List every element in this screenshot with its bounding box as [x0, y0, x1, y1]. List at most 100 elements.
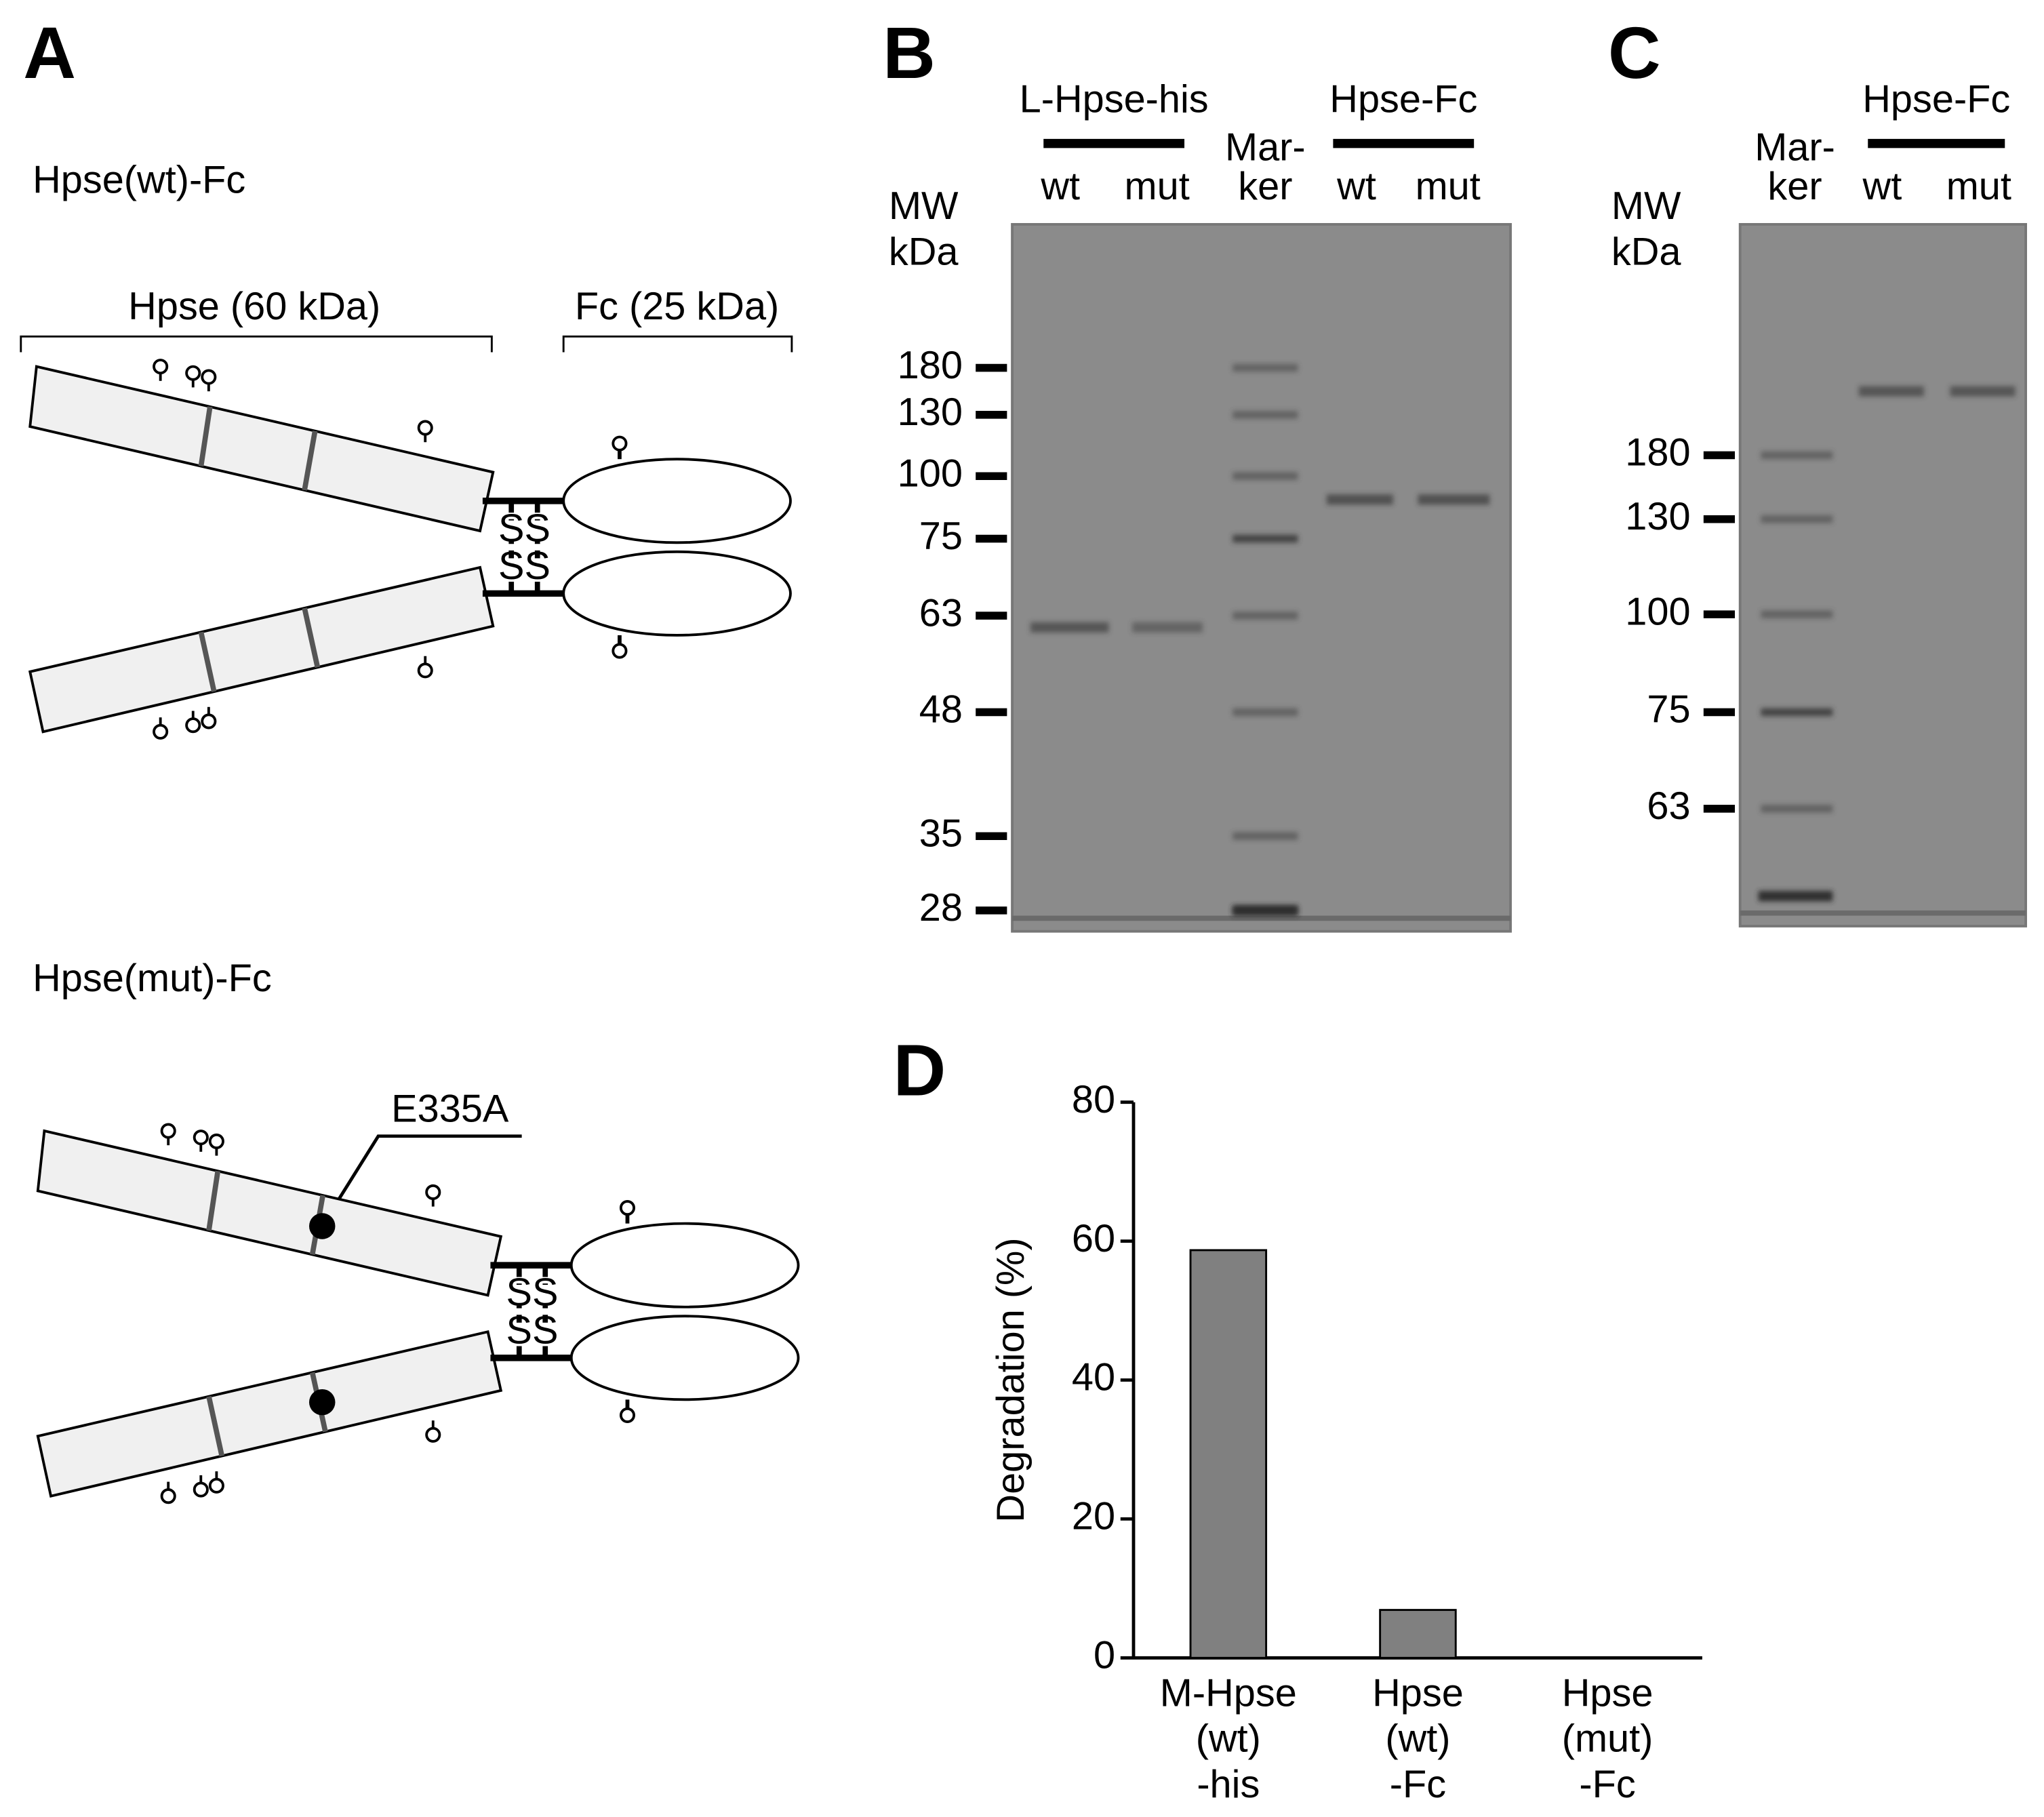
glycan [193, 1481, 209, 1498]
glycan [417, 420, 433, 436]
disulfide-label: S [524, 544, 550, 588]
mutation-pointer [324, 1134, 522, 1221]
protein-band [1858, 386, 1924, 397]
disulfide-label: S [506, 1271, 533, 1315]
panel-label: D [894, 1029, 946, 1111]
glycan [425, 1426, 441, 1443]
x-tick-label: (mut) [1562, 1717, 1654, 1761]
fc-domain [569, 1315, 800, 1401]
domain-divider [302, 607, 321, 668]
marker-label: 180 [1625, 431, 1690, 475]
glycan [201, 369, 217, 385]
glycan [153, 723, 169, 740]
x-tick-label: Hpse [1372, 1671, 1464, 1715]
marker-band [1761, 515, 1833, 523]
y-tick-label: 40 [1072, 1356, 1115, 1399]
mutation-site [309, 1389, 336, 1416]
glycan [417, 662, 433, 679]
domain-divider [302, 431, 318, 491]
gel-front [1740, 910, 2026, 916]
marker-label: 35 [919, 812, 963, 855]
glycan [185, 717, 201, 734]
lane-label: Mar- [1225, 126, 1306, 169]
protein-band [1132, 622, 1203, 633]
lane-label: mut [1946, 165, 2011, 208]
x-tick-label: -Fc [1390, 1763, 1446, 1806]
hpse-domain [28, 565, 495, 734]
protein-band [1950, 386, 2016, 397]
x-tick-label: -Fc [1579, 1763, 1635, 1806]
bond-label-bg [502, 520, 521, 542]
hpse-domain [36, 1129, 503, 1297]
disulfide-label: S [532, 1271, 559, 1315]
lane-label: ker [1767, 165, 1822, 208]
bond-label-bg [502, 558, 521, 580]
lane-label: wt [1336, 165, 1376, 208]
panel-label: B [883, 12, 936, 94]
marker-band [1233, 363, 1298, 372]
bar [1379, 1609, 1457, 1659]
marker-label: 75 [1647, 688, 1690, 732]
bond-label-bg [528, 558, 547, 580]
mutation-label: E335A [391, 1087, 509, 1130]
y-tick-label: 60 [1072, 1217, 1115, 1260]
y-axis-title: Degradation (%) [989, 1237, 1033, 1522]
glycan [160, 1488, 176, 1504]
hpse-domain [28, 365, 495, 533]
domain-label: Fc (25 kDa) [575, 285, 779, 328]
lane-label: ker [1238, 165, 1292, 208]
protein-band [1418, 494, 1490, 505]
disulfide-label: S [524, 506, 550, 550]
bar [1189, 1249, 1268, 1659]
glycan [619, 1199, 636, 1216]
marker-band [1233, 534, 1298, 543]
lane-label: wt [1862, 165, 1902, 208]
marker-band [1761, 805, 1833, 813]
mw-label: kDa [889, 230, 959, 273]
lane-label: Mar- [1755, 126, 1835, 169]
mutation-site [309, 1213, 336, 1239]
disulfide-label: S [506, 1309, 533, 1352]
marker-label: 130 [1625, 495, 1690, 538]
panel-label: C [1608, 12, 1661, 94]
domain-divider [198, 631, 217, 692]
marker-label: 63 [919, 591, 963, 635]
fc-domain [562, 550, 792, 637]
disulfide-label: S [532, 1309, 559, 1352]
y-tick-label: 80 [1072, 1078, 1115, 1121]
bond-label-bg [536, 1322, 555, 1344]
y-tick-label: 0 [1094, 1634, 1115, 1677]
domain-divider [198, 406, 213, 467]
hpse-domain [36, 1330, 503, 1498]
glycan [160, 1123, 176, 1139]
marker-label: 75 [919, 515, 963, 558]
group-label: Hpse-Fc [1329, 77, 1477, 121]
disulfide-label: S [498, 506, 525, 550]
gel [1738, 222, 2027, 927]
marker-label: 48 [919, 688, 963, 732]
marker-label: 180 [898, 344, 963, 387]
panel-label: A [23, 12, 76, 94]
construct-title: Hpse(mut)-Fc [33, 957, 272, 1000]
glycan [153, 359, 169, 375]
domain-divider [206, 1395, 225, 1457]
gel-front [1012, 915, 1511, 921]
glycan [193, 1130, 209, 1146]
fc-domain [569, 1222, 800, 1309]
marker-label: 100 [1625, 590, 1690, 633]
lane-label: mut [1125, 165, 1190, 208]
fc-domain [562, 458, 792, 544]
y-tick-label: 20 [1072, 1495, 1115, 1538]
x-tick-label: Hpse [1562, 1671, 1654, 1715]
marker-band [1233, 411, 1298, 419]
glycan [612, 435, 628, 452]
gel [1011, 222, 1512, 933]
construct-title: Hpse(wt)-Fc [33, 159, 245, 202]
glycan [425, 1184, 441, 1200]
x-tick-label: -his [1197, 1763, 1260, 1806]
domain-label: Hpse (60 kDa) [128, 285, 380, 328]
bond-label-bg [536, 1285, 555, 1306]
glycan [619, 1407, 636, 1423]
